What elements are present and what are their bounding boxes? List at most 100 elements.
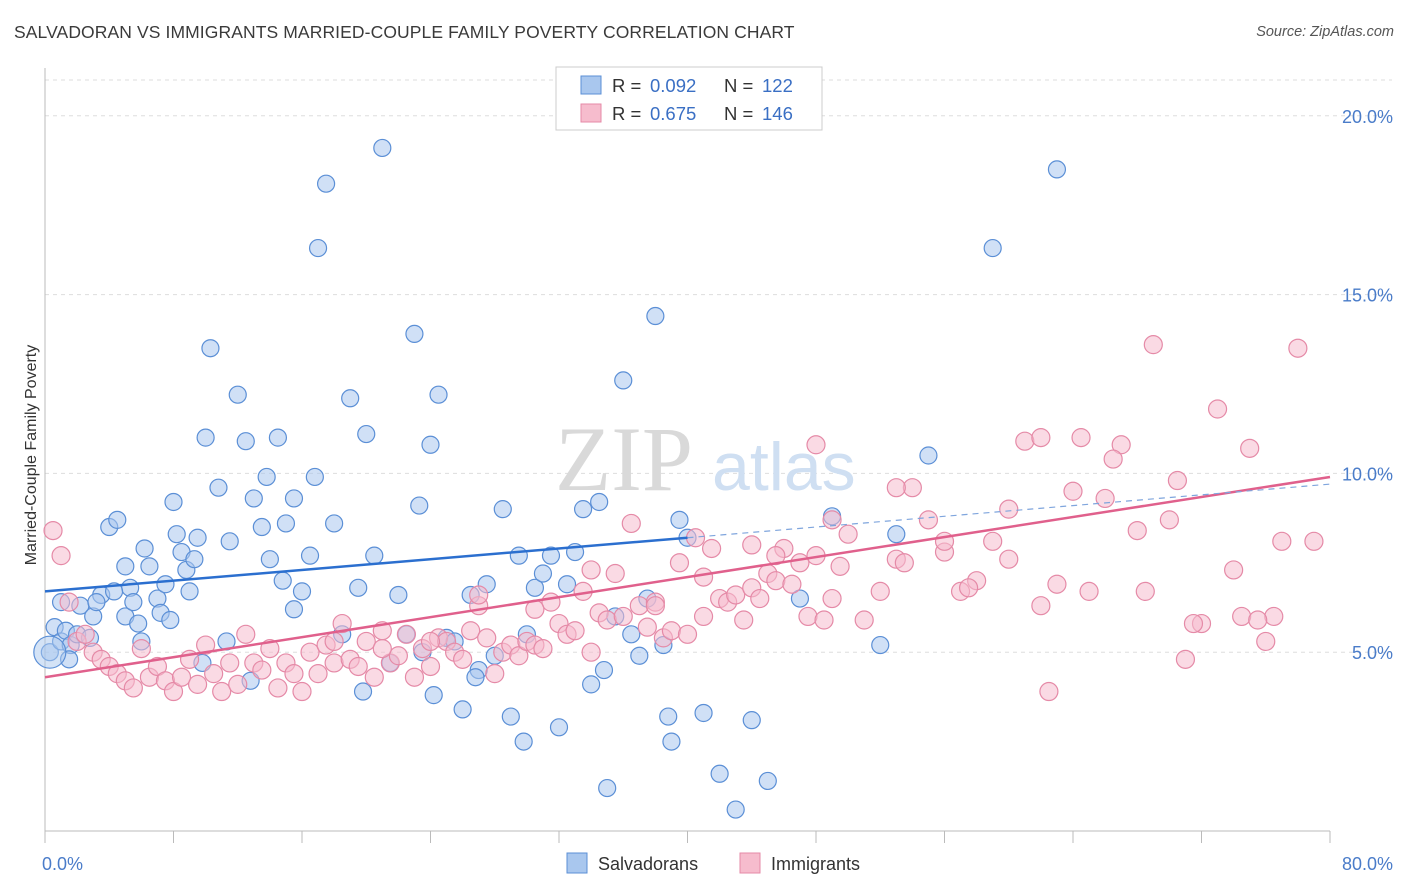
salvadorans-point	[316, 174, 336, 193]
stats-swatch	[580, 75, 602, 95]
chart-title: SALVADORAN VS IMMIGRANTS MARRIED-COUPLE …	[14, 22, 795, 42]
immigrants-point	[252, 660, 272, 680]
immigrants-points	[43, 335, 1324, 702]
salvadorans-point	[260, 550, 279, 569]
salvadorans-point	[209, 478, 228, 497]
stats-r-value: 0.092	[650, 75, 696, 96]
immigrants-point	[918, 510, 939, 530]
immigrants-point	[605, 563, 625, 584]
immigrants-point	[356, 631, 376, 652]
salvadorans-point	[630, 646, 649, 665]
watermark-zip: ZIP	[555, 408, 693, 510]
salvadorans-point	[284, 489, 304, 508]
immigrants-point	[332, 613, 352, 634]
salvadorans-point	[167, 525, 186, 544]
salvadorans-point-large	[33, 635, 67, 669]
immigrants-point	[1224, 560, 1244, 580]
salvadorans-point	[871, 635, 890, 655]
immigrants-point	[822, 510, 842, 530]
immigrants-point	[677, 624, 698, 644]
immigrants-point	[51, 546, 71, 566]
salvadorans-point	[557, 575, 577, 594]
salvadorans-point	[156, 575, 175, 594]
immigrants-point	[420, 656, 441, 677]
immigrants-point	[43, 520, 63, 541]
salvadorans-point	[349, 578, 368, 597]
x-tick-labels: 0.0% 80.0%	[42, 854, 1393, 874]
x-tick-label-max: 80.0%	[1342, 854, 1393, 874]
salvadorans-trend-extension	[687, 483, 1331, 539]
immigrants-point	[284, 664, 304, 684]
salvadorans-point	[614, 371, 633, 390]
salvadorans-point	[453, 700, 472, 719]
y-tick-labels: 5.0% 10.0% 15.0% 20.0%	[1342, 107, 1393, 663]
immigrants-point	[1232, 606, 1252, 627]
immigrants-point	[1031, 596, 1051, 616]
immigrants-point	[693, 606, 714, 627]
salvadorans-point	[659, 707, 678, 726]
stats-n-value: 122	[762, 75, 793, 96]
immigrants-point	[597, 610, 617, 630]
immigrants-point	[1103, 449, 1123, 469]
immigrants-point	[1047, 574, 1067, 594]
salvadorans-point	[670, 510, 689, 529]
salvadorans-point	[509, 546, 528, 565]
salvadorans-point	[887, 525, 906, 544]
immigrants-point	[637, 617, 657, 637]
immigrants-point	[669, 553, 690, 573]
salvadorans-point	[365, 546, 384, 565]
trend-lines	[44, 475, 1331, 679]
immigrants-point	[693, 567, 714, 587]
immigrants-point	[147, 656, 168, 677]
salvadorans-point	[325, 514, 344, 533]
immigrants-point	[613, 606, 633, 627]
stats-n-value: 146	[762, 103, 793, 124]
immigrants-point	[1272, 531, 1292, 551]
stats-r-label: R =	[612, 75, 641, 96]
immigrants-point	[894, 553, 914, 573]
salvadorans-point	[424, 686, 443, 705]
immigrants-point	[1304, 531, 1324, 551]
immigrants-point	[581, 642, 601, 662]
y-tick-label: 15.0%	[1342, 286, 1393, 306]
immigrants-point	[750, 588, 770, 609]
immigrants-point	[123, 678, 143, 698]
immigrants-point	[1167, 470, 1188, 491]
stats-legend: R = 0.092 N = 122 R = 0.675 N = 146	[555, 66, 823, 131]
immigrants-point	[565, 621, 585, 641]
immigrants-point	[782, 574, 802, 594]
bottom-legend: Salvadorans Immigrants	[566, 852, 860, 874]
stats-r-label: R =	[612, 103, 641, 124]
salvadorans-point	[228, 385, 247, 404]
salvadorans-point	[268, 428, 288, 447]
immigrants-point	[766, 571, 786, 591]
salvadorans-point	[353, 682, 373, 701]
y-axis-title: Married-Couple Family Poverty	[23, 345, 40, 566]
salvadorans-point	[493, 500, 512, 519]
salvadorans-point	[252, 517, 271, 537]
immigrants-point	[1248, 610, 1268, 630]
salvadorans-point	[405, 324, 424, 344]
immigrants-point	[1063, 481, 1083, 501]
immigrants-point	[629, 596, 649, 616]
immigrants-point	[212, 681, 232, 702]
salvadorans-point	[140, 557, 159, 576]
salvadorans-point	[622, 625, 641, 644]
chart-source: Source: ZipAtlas.com	[1256, 24, 1394, 40]
x-tick-label-min: 0.0%	[42, 854, 83, 874]
salvadorans-point	[300, 546, 320, 565]
stats-swatch	[580, 103, 602, 123]
salvadorans-point	[220, 532, 239, 551]
y-tick-label: 5.0%	[1352, 643, 1393, 663]
salvadorans-point	[341, 389, 360, 408]
salvadorans-point	[244, 489, 263, 508]
salvadorans-point	[357, 424, 376, 444]
immigrants-point	[838, 524, 858, 544]
salvadorans-point	[389, 585, 408, 605]
immigrants-point	[1031, 428, 1051, 448]
watermark: ZIP atlas	[555, 408, 856, 510]
salvadorans-point	[164, 492, 183, 512]
salvadorans-point	[983, 238, 1002, 258]
immigrants-point	[1143, 335, 1163, 355]
